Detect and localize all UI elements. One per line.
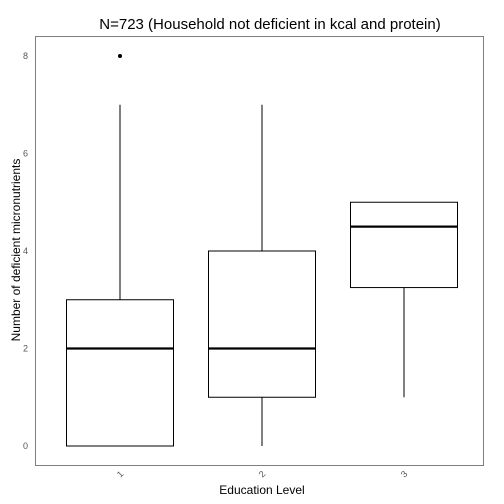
x-axis: 1 2 3 [115, 469, 410, 480]
y-axis: 0 2 4 6 8 [23, 51, 28, 451]
box-2 [208, 104, 316, 446]
y-tick-label: 8 [23, 51, 28, 61]
box-iqr [66, 299, 174, 447]
x-tick-label: 3 [399, 469, 410, 480]
x-tick-label: 1 [115, 469, 126, 480]
outlier-point [118, 54, 122, 58]
box-iqr [350, 201, 458, 289]
boxes-layer [66, 54, 458, 447]
plot-panel-border [35, 36, 484, 466]
y-tick-label: 6 [23, 149, 28, 159]
x-axis-label: Education Level [219, 483, 304, 497]
x-tick-label: 2 [257, 469, 268, 480]
box-1 [66, 54, 174, 447]
y-tick-label: 2 [23, 344, 28, 354]
y-tick-label: 0 [23, 441, 28, 451]
chart-title: N=723 (Household not deficient in kcal a… [99, 16, 440, 33]
y-axis-label: Number of deficient micronutrients [9, 159, 23, 342]
y-tick-label: 4 [23, 246, 28, 256]
box-3 [350, 201, 458, 398]
box-iqr [208, 250, 316, 398]
